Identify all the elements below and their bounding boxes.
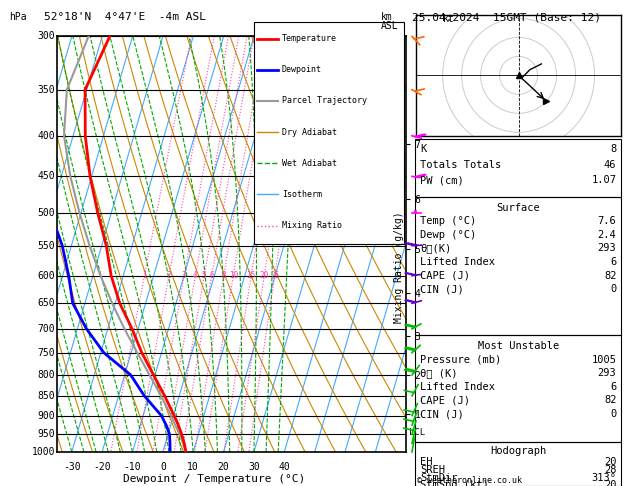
Text: Isotherm: Isotherm — [282, 190, 322, 199]
Text: Temperature: Temperature — [282, 34, 337, 43]
Text: Lifted Index: Lifted Index — [420, 257, 495, 267]
Text: 20: 20 — [260, 271, 269, 280]
Text: Dewpoint / Temperature (°C): Dewpoint / Temperature (°C) — [123, 473, 305, 484]
Text: Dry Adiabat: Dry Adiabat — [282, 127, 337, 137]
Text: CIN (J): CIN (J) — [420, 284, 464, 294]
Text: 500: 500 — [37, 208, 55, 218]
Text: 800: 800 — [37, 370, 55, 380]
Text: Isotherm: Isotherm — [282, 190, 322, 199]
Text: © weatheronline.co.uk: © weatheronline.co.uk — [417, 475, 522, 485]
Text: Lifted Index: Lifted Index — [420, 382, 495, 392]
Text: 1000: 1000 — [31, 447, 55, 457]
Text: 8: 8 — [610, 144, 616, 154]
Text: Parcel Trajectory: Parcel Trajectory — [282, 96, 367, 105]
Text: 40: 40 — [279, 462, 290, 472]
Text: 6: 6 — [209, 271, 214, 280]
Text: 0: 0 — [610, 284, 616, 294]
Text: 25: 25 — [270, 271, 279, 280]
Text: 20: 20 — [218, 462, 230, 472]
Text: 3: 3 — [182, 271, 186, 280]
Text: SREH: SREH — [420, 466, 445, 475]
Text: K: K — [420, 144, 426, 154]
Text: Pressure (mb): Pressure (mb) — [420, 355, 501, 364]
Text: Parcel Trajectory: Parcel Trajectory — [282, 96, 367, 105]
Text: km: km — [381, 12, 392, 22]
Text: 2.4: 2.4 — [598, 230, 616, 240]
Text: 46: 46 — [604, 160, 616, 170]
Text: Wet Adiabat: Wet Adiabat — [282, 159, 337, 168]
Text: 700: 700 — [37, 324, 55, 334]
Text: 82: 82 — [604, 396, 616, 405]
Text: 10: 10 — [229, 271, 238, 280]
Text: Mixing Ratio: Mixing Ratio — [282, 221, 342, 230]
Text: 6: 6 — [610, 257, 616, 267]
Text: 293: 293 — [598, 368, 616, 378]
Text: Most Unstable: Most Unstable — [477, 341, 559, 351]
Text: 8: 8 — [221, 271, 226, 280]
Text: 300: 300 — [37, 32, 55, 41]
Text: 30: 30 — [248, 462, 260, 472]
Text: Dewpoint: Dewpoint — [282, 65, 322, 74]
Text: θᴇ(K): θᴇ(K) — [420, 243, 452, 253]
Text: 1005: 1005 — [591, 355, 616, 364]
Text: 400: 400 — [37, 131, 55, 141]
Text: 950: 950 — [37, 429, 55, 439]
Text: -30: -30 — [63, 462, 81, 472]
Text: Surface: Surface — [496, 203, 540, 212]
Text: CAPE (J): CAPE (J) — [420, 396, 470, 405]
Text: 350: 350 — [37, 85, 55, 95]
Text: CIN (J): CIN (J) — [420, 409, 464, 419]
Text: Temp (°C): Temp (°C) — [420, 216, 476, 226]
Text: 650: 650 — [37, 298, 55, 308]
Text: 600: 600 — [37, 271, 55, 281]
Text: 1.07: 1.07 — [591, 175, 616, 185]
Text: 450: 450 — [37, 172, 55, 181]
Text: Hodograph: Hodograph — [490, 446, 547, 456]
Text: CAPE (J): CAPE (J) — [420, 271, 470, 280]
FancyBboxPatch shape — [254, 22, 404, 244]
Text: Temperature: Temperature — [282, 34, 337, 43]
Text: LCL: LCL — [409, 428, 425, 437]
Text: 6: 6 — [610, 382, 616, 392]
Text: Mixing Ratio: Mixing Ratio — [282, 221, 342, 230]
Text: 20: 20 — [604, 480, 616, 486]
Text: 293: 293 — [598, 243, 616, 253]
Text: Mixing Ratio (g/kg): Mixing Ratio (g/kg) — [394, 211, 404, 323]
Text: 15: 15 — [247, 271, 256, 280]
Text: 0: 0 — [610, 409, 616, 419]
Text: StmDir: StmDir — [420, 473, 458, 483]
Text: 2: 2 — [167, 271, 171, 280]
Text: 550: 550 — [37, 241, 55, 251]
Text: 52°18'N  4°47'E  -4m ASL: 52°18'N 4°47'E -4m ASL — [44, 12, 206, 22]
Text: 1: 1 — [142, 271, 147, 280]
Text: 10: 10 — [187, 462, 199, 472]
Text: 0: 0 — [160, 462, 166, 472]
Text: 4: 4 — [193, 271, 198, 280]
Text: 20: 20 — [604, 457, 616, 467]
Text: kt: kt — [443, 14, 454, 24]
Text: Dewp (°C): Dewp (°C) — [420, 230, 476, 240]
Text: PW (cm): PW (cm) — [420, 175, 464, 185]
Text: 313°: 313° — [591, 473, 616, 483]
Text: θᴇ (K): θᴇ (K) — [420, 368, 458, 378]
Text: 82: 82 — [604, 271, 616, 280]
Text: ASL: ASL — [381, 21, 398, 31]
Text: 5: 5 — [202, 271, 206, 280]
Text: -20: -20 — [93, 462, 111, 472]
Text: Dewpoint: Dewpoint — [282, 65, 322, 74]
Text: Totals Totals: Totals Totals — [420, 160, 501, 170]
Text: -10: -10 — [124, 462, 142, 472]
Text: 25.04.2024  15GMT (Base: 12): 25.04.2024 15GMT (Base: 12) — [412, 12, 601, 22]
Text: 28: 28 — [604, 466, 616, 475]
Text: 850: 850 — [37, 391, 55, 401]
Text: 750: 750 — [37, 347, 55, 358]
Text: Dry Adiabat: Dry Adiabat — [282, 127, 337, 137]
Text: 900: 900 — [37, 411, 55, 420]
Text: hPa: hPa — [9, 12, 27, 22]
Text: EH: EH — [420, 457, 433, 467]
Text: 7.6: 7.6 — [598, 216, 616, 226]
Text: StmSpd (kt): StmSpd (kt) — [420, 480, 489, 486]
Text: Wet Adiabat: Wet Adiabat — [282, 159, 337, 168]
